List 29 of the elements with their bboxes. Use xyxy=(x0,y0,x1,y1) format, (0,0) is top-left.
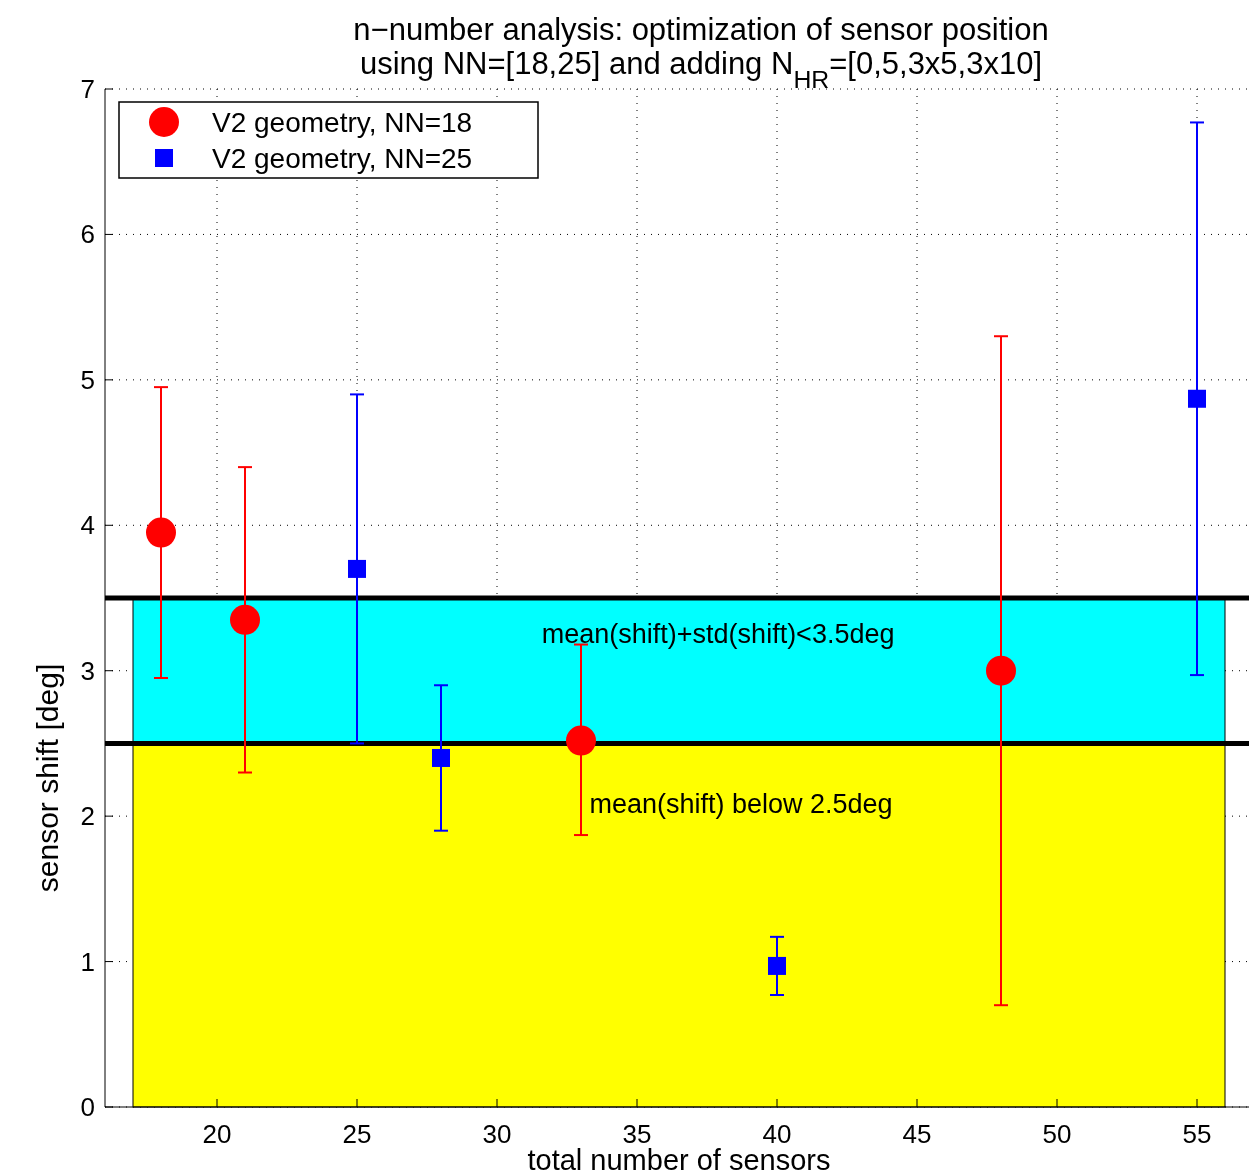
y-tick-label: 1 xyxy=(80,946,95,977)
y-axis-title: sensor shift [deg] xyxy=(31,663,64,893)
chart-subtitle: using NN=[18,25] and adding N$_{HR}$=[0,5,3x5,3x10] xyxy=(359,46,1043,93)
legend-label: V2 geometry, NN=25 xyxy=(212,143,473,174)
x-tick-label: 55 xyxy=(1182,1119,1212,1149)
point xyxy=(146,517,176,548)
y-tick-label: 7 xyxy=(80,74,95,104)
x-tick-label: 45 xyxy=(902,1119,932,1149)
chart-title: n−number analysis: optimization of sensor position xyxy=(353,12,1049,47)
y-tick-label: 4 xyxy=(80,510,95,541)
point xyxy=(230,604,260,635)
point xyxy=(432,748,450,767)
x-tick-label: 25 xyxy=(342,1119,372,1149)
y-tick-label: 2 xyxy=(80,801,95,832)
y-tick-label: 5 xyxy=(80,364,95,395)
point xyxy=(1188,389,1206,408)
legend-label: V2 geometry, NN=18 xyxy=(212,107,473,138)
band-label: mean(shift)+std(shift)<3.5deg xyxy=(541,619,895,649)
x-tick-label: 50 xyxy=(1042,1119,1072,1149)
x-tick-label: 20 xyxy=(202,1119,232,1149)
band-label: mean(shift) below 2.5deg xyxy=(589,789,893,820)
y-tick-label: 6 xyxy=(80,219,95,250)
point xyxy=(986,655,1016,686)
point xyxy=(348,559,366,578)
x-tick-label: 30 xyxy=(482,1119,512,1149)
y-tick-label: 3 xyxy=(80,655,95,686)
point xyxy=(768,956,786,975)
y-tick-label: 0 xyxy=(80,1092,95,1122)
point xyxy=(566,725,596,756)
